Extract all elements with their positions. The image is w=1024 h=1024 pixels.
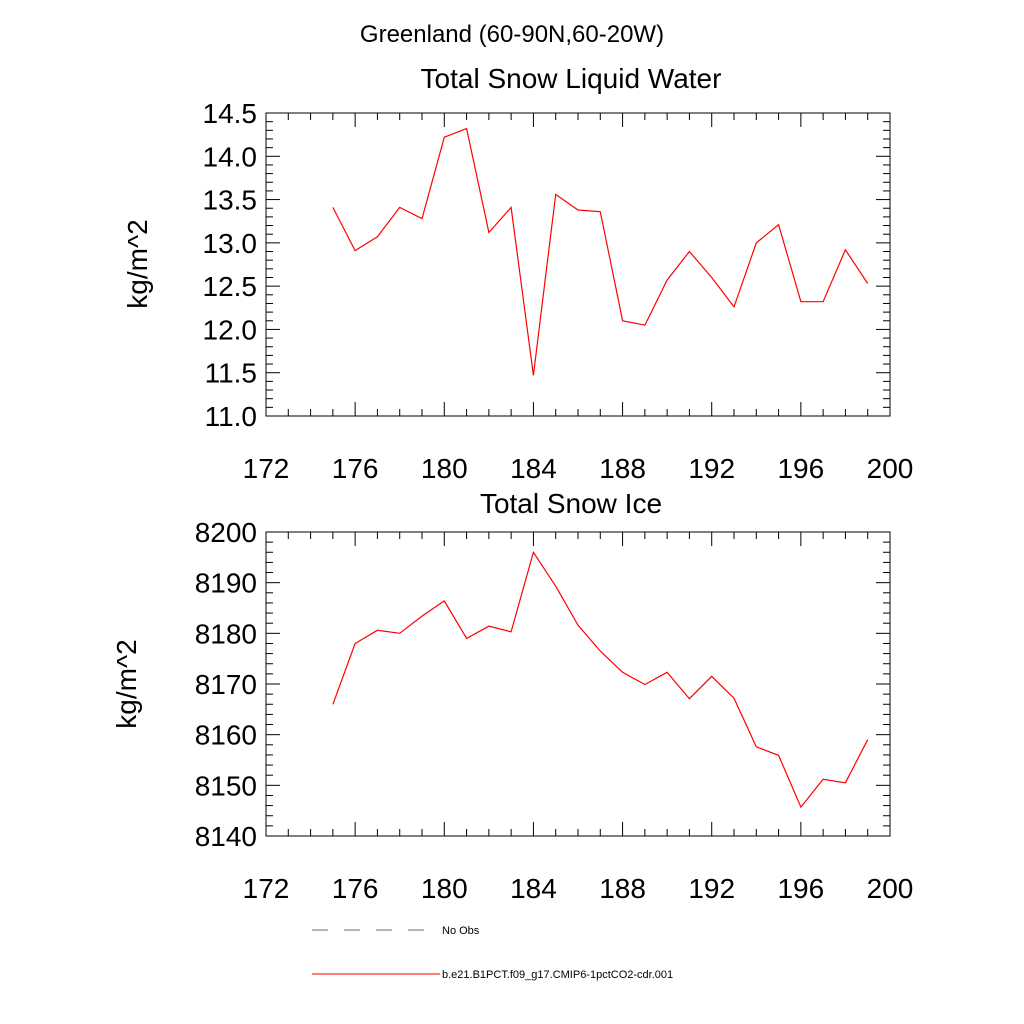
legend-label-model: b.e21.B1PCT.f09_g17.CMIP6-1pctCO2-cdr.00… [442,969,673,981]
y-tick-label: 11.0 [205,401,257,432]
x-tick-label: 196 [777,453,824,484]
y-tick-label: 12.0 [203,314,258,345]
x-tick-label: 184 [510,873,557,904]
y-tick-label: 8160 [195,720,257,751]
legend: No Obs b.e21.B1PCT.f09_g17.CMIP6-1pctCO2… [312,925,673,981]
plot-frame [265,112,891,417]
panel-title: Total Snow Liquid Water [421,63,722,94]
x-tick-label: 192 [688,453,735,484]
x-tick-label: 184 [510,453,557,484]
x-tick-label: 200 [867,873,914,904]
plot-area: 172 176 180 184 188 192 196 200 11.0 11.5 12.0 12.5… [203,98,914,484]
y-axis-label: kg/m^2 [122,219,153,308]
y-tick-label: 13.0 [203,228,258,259]
y-tick-label: 8150 [195,770,257,801]
y-axis-label: kg/m^2 [111,639,142,728]
y-tick-label: 8170 [195,669,257,700]
plot-frame [265,531,891,837]
x-tick-label: 172 [243,453,290,484]
y-tick-label: 8180 [195,618,257,649]
x-tick-label: 200 [867,453,914,484]
panel-total-snow-ice: Total Snow Ice kg/m^2 172 176 180 184 188 192… [111,488,913,904]
y-tick-label: 8200 [195,517,257,548]
x-tick-label: 196 [777,873,824,904]
x-tick-label: 188 [599,453,646,484]
x-tick-label: 192 [688,873,735,904]
x-tick-label: 176 [332,873,379,904]
y-tick-label: 8140 [195,821,257,852]
y-tick-label: 13.5 [203,185,258,216]
plot-area: 172 176 180 184 188 192 196 200 8140 8150 8160 8170… [195,517,914,904]
y-tick-label: 12.5 [203,271,258,302]
x-tick-label: 188 [599,873,646,904]
panel-total-snow-liquid-water: Total Snow Liquid Water kg/m^2 172 176 180… [122,63,913,484]
panel-title: Total Snow Ice [480,488,662,519]
y-tick-label: 8190 [195,568,257,599]
figure-suptitle: Greenland (60-90N,60-20W) [360,21,664,48]
x-tick-label: 176 [332,453,379,484]
x-tick-label: 180 [421,453,468,484]
y-tick-label: 14.5 [203,98,258,129]
x-tick-label: 172 [243,873,290,904]
series-line [332,550,869,809]
y-tick-label: 14.0 [203,141,258,172]
series-line [332,127,869,376]
x-tick-label: 180 [421,873,468,904]
y-tick-label: 11.5 [205,358,257,389]
legend-label-no-obs: No Obs [442,925,480,937]
